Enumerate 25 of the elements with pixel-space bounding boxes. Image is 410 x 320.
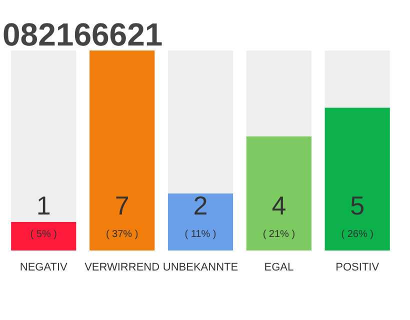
annotation: ( 37% )	[106, 229, 138, 240]
x-tick-label: NEGATIV	[20, 262, 68, 274]
data-label: 7	[114, 190, 130, 220]
bar	[246, 50, 312, 136]
annotation: ( 11% )	[184, 229, 216, 240]
bar	[168, 193, 234, 250]
annotation: ( 21% )	[262, 229, 296, 240]
bar	[324, 108, 390, 250]
bar	[90, 50, 155, 250]
x-tick-label: EGAL	[264, 262, 294, 274]
bar	[11, 222, 76, 250]
data-label: 1	[36, 190, 51, 220]
bar	[246, 136, 312, 250]
annotation: ( 26% )	[341, 229, 374, 240]
chart-title: 082166621	[2, 16, 163, 52]
x-tick-label: UNBEKANNTE	[162, 262, 238, 274]
bar	[168, 50, 234, 194]
x-tick-label: POSITIV	[336, 262, 380, 274]
data-label: 2	[193, 190, 208, 220]
bar	[324, 50, 390, 108]
bar	[11, 50, 76, 222]
annotation: ( 5% )	[30, 229, 57, 240]
x-tick-label: VERWIRREND	[84, 262, 160, 274]
data-label: 5	[350, 190, 365, 220]
data-label: 4	[272, 190, 286, 220]
